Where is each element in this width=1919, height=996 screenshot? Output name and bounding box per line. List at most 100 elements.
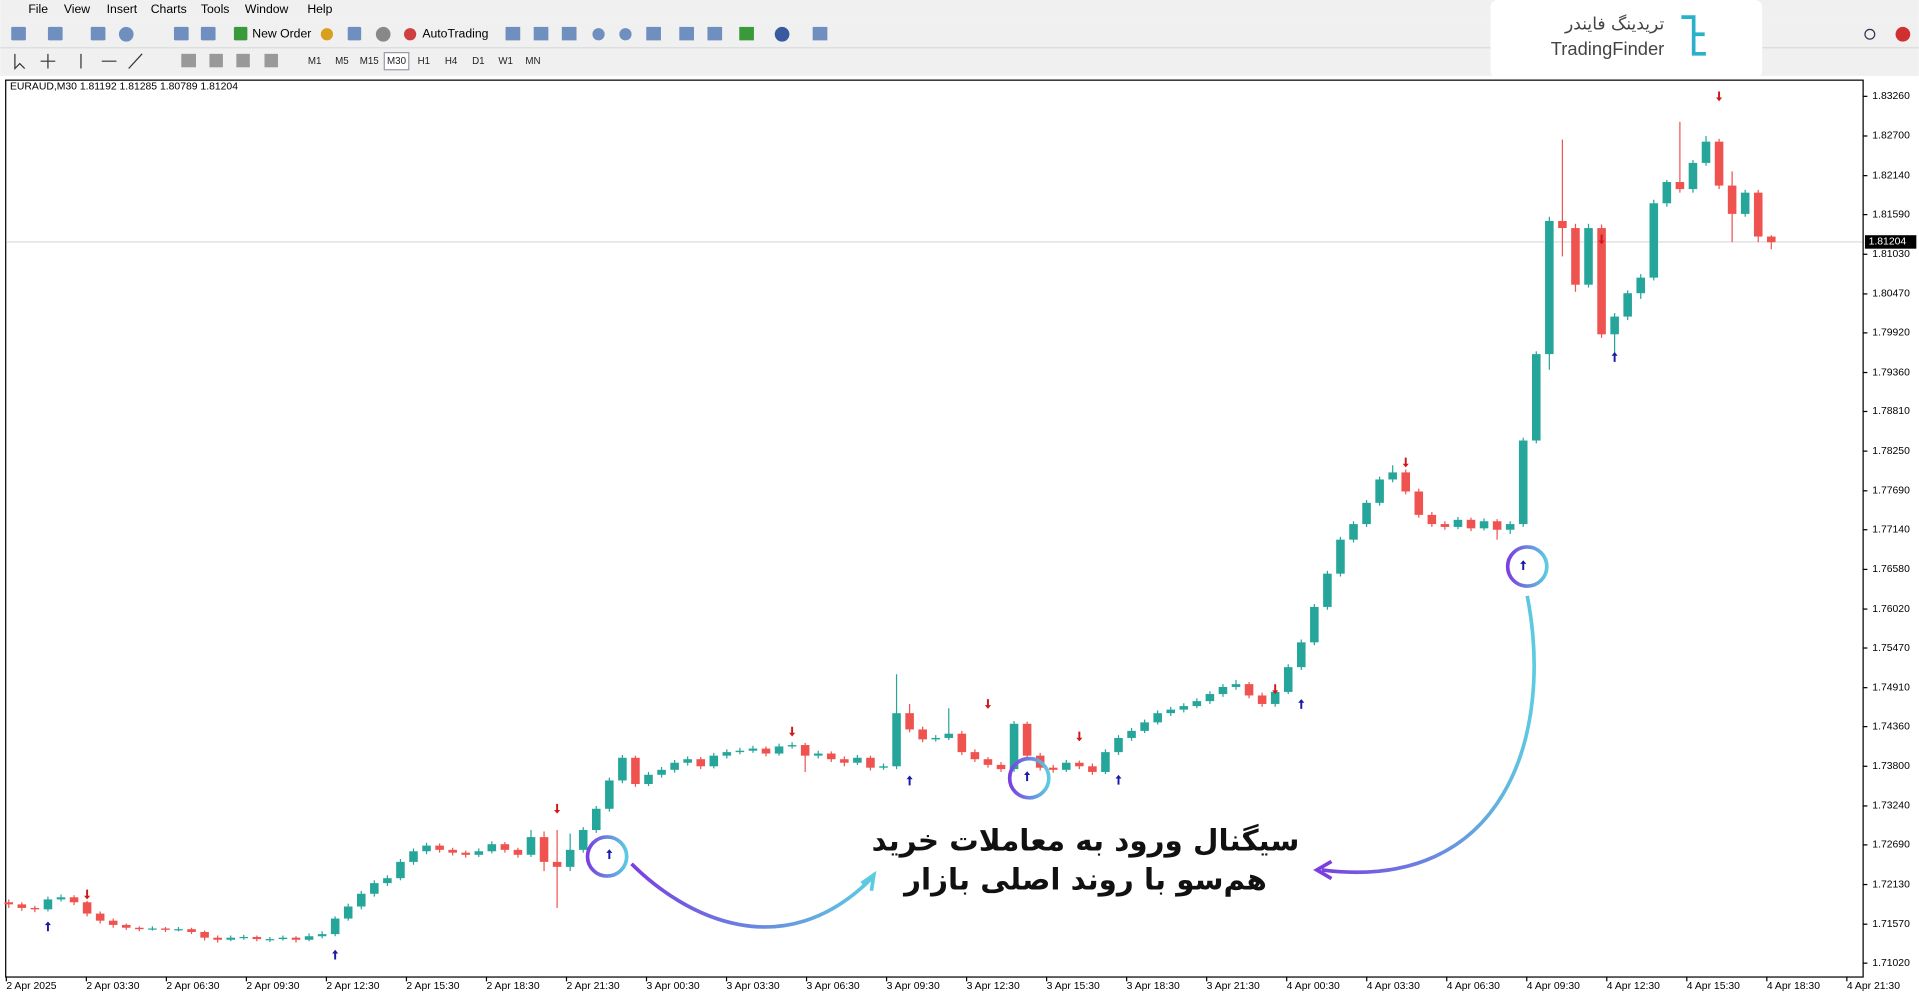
menu-item[interactable]: Help [307, 2, 332, 16]
candle-body [1688, 162, 1698, 190]
icon[interactable] [90, 26, 106, 41]
icon[interactable] [505, 26, 521, 41]
icon[interactable] [679, 26, 694, 41]
icon[interactable] [646, 26, 661, 41]
sell-arrow [84, 889, 91, 900]
buy-arrow [1611, 352, 1618, 362]
candle-body [383, 878, 392, 884]
menu-item[interactable]: Window [245, 2, 289, 16]
candle-body [174, 929, 183, 931]
crosshair-icon[interactable] [40, 53, 56, 69]
candle-body [1558, 220, 1567, 229]
candle-body [474, 851, 484, 855]
icon[interactable] [812, 26, 828, 41]
timeframe-button[interactable]: W1 [498, 56, 513, 67]
icon[interactable] [561, 26, 577, 41]
menu-item[interactable]: Tools [201, 2, 230, 16]
arrow-head [860, 870, 877, 892]
icon[interactable] [403, 28, 417, 41]
icon[interactable] [47, 26, 63, 41]
timeframe-button[interactable]: M5 [335, 56, 349, 67]
candle-body [1649, 203, 1659, 278]
candle-body [135, 927, 144, 930]
icon[interactable] [264, 53, 278, 68]
icon[interactable] [707, 26, 723, 41]
candle-body [631, 757, 640, 784]
current-price-tag [1864, 235, 1917, 249]
icon[interactable] [347, 26, 362, 41]
candle-body [69, 897, 79, 903]
icon[interactable] [118, 26, 134, 42]
candle-body [578, 830, 588, 850]
y-tick-label: 1.74910 [1872, 682, 1910, 693]
timeframe-button[interactable]: MN [525, 56, 540, 67]
candle-body [1610, 316, 1619, 335]
x-tick-label: 4 Apr 00:30 [1287, 981, 1340, 992]
icon[interactable] [739, 26, 754, 41]
x-tick-label: 4 Apr 06:30 [1447, 981, 1500, 992]
candle-body [696, 759, 706, 767]
icon[interactable] [375, 26, 391, 42]
logo-en: TradingFinder [1551, 38, 1665, 59]
icon[interactable] [181, 53, 196, 68]
candle-body [722, 752, 732, 756]
new-order-button[interactable]: New Order [252, 26, 311, 40]
cursor-icon[interactable] [14, 53, 26, 70]
timeframe-button[interactable]: D1 [472, 56, 484, 67]
candle-body [213, 937, 222, 940]
candle-body [1453, 519, 1463, 527]
y-tick-label: 1.73240 [1872, 801, 1910, 812]
icon[interactable] [619, 28, 632, 41]
menu-item[interactable]: Charts [151, 2, 187, 16]
timeframe-button[interactable]: M1 [308, 56, 322, 67]
candle-body [435, 845, 444, 850]
x-tick-label: 4 Apr 15:30 [1687, 981, 1740, 992]
menu-item[interactable]: Insert [107, 2, 138, 16]
candle-body [487, 844, 497, 852]
plot-frame [5, 79, 1864, 978]
timeframe-button[interactable]: H1 [418, 56, 430, 67]
timeframe-button[interactable]: M15 [360, 56, 380, 67]
search-icon[interactable] [1864, 28, 1876, 40]
current-price-label: 1.81204 [1869, 237, 1907, 248]
icon[interactable] [236, 53, 250, 68]
candle-body [1009, 723, 1019, 770]
icon[interactable] [173, 26, 189, 41]
sell-arrow [1598, 234, 1605, 245]
notification-badge[interactable] [1895, 26, 1911, 42]
candle-body [148, 928, 157, 930]
x-tick-label: 2 Apr 21:30 [566, 981, 619, 992]
candle-body [1140, 722, 1149, 731]
icon[interactable] [774, 26, 790, 42]
candle-body [1179, 706, 1189, 710]
candle-body [1270, 691, 1280, 704]
x-tick-label: 4 Apr 18:30 [1767, 981, 1820, 992]
menu: File View Insert Charts Tools Window Help [28, 2, 332, 16]
candle-body [683, 759, 692, 763]
buy-arrow [606, 849, 613, 859]
icon[interactable] [11, 26, 26, 41]
timeframe-button[interactable]: M30 [387, 56, 407, 67]
candle-body [787, 745, 797, 747]
icon[interactable] [320, 28, 334, 41]
menu-item[interactable]: File [28, 2, 48, 16]
autotrading-button[interactable]: AutoTrading [422, 26, 488, 40]
icon[interactable] [233, 26, 248, 41]
candle-body [1127, 730, 1136, 738]
candle-body [1414, 491, 1424, 515]
icon[interactable] [200, 26, 216, 41]
candle-body [304, 936, 314, 940]
candle-body [161, 928, 170, 930]
icon[interactable] [592, 28, 605, 41]
menu-bar [0, 0, 1919, 20]
line-tools[interactable] [80, 53, 143, 69]
y-tick-label: 1.71570 [1872, 919, 1910, 930]
icon[interactable] [209, 53, 223, 68]
icon[interactable] [533, 26, 549, 41]
timeframe-button[interactable]: H4 [445, 56, 458, 67]
timeframe-active [383, 52, 410, 71]
menu-item[interactable]: View [64, 2, 90, 16]
candle-body [108, 920, 118, 925]
candle-body [918, 729, 927, 740]
